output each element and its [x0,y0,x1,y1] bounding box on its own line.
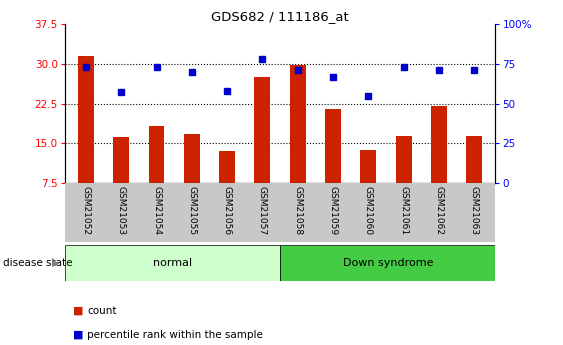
Text: GSM21056: GSM21056 [222,186,231,235]
Bar [431,106,447,183]
Text: disease state: disease state [3,258,72,268]
Bar [360,150,376,183]
Text: GSM21063: GSM21063 [470,186,479,235]
Title: GDS682 / 111186_at: GDS682 / 111186_at [211,10,349,23]
Bar [254,77,270,183]
Text: percentile rank within the sample: percentile rank within the sample [87,330,263,339]
Text: GSM21061: GSM21061 [399,186,408,235]
Text: GSM21055: GSM21055 [187,186,196,235]
Bar [149,126,164,183]
Bar [65,245,280,281]
Text: ▶: ▶ [52,258,60,268]
Bar [78,56,94,183]
Text: GSM21062: GSM21062 [435,186,444,235]
Bar [466,136,482,183]
Text: GSM21054: GSM21054 [152,186,161,235]
Bar [113,137,129,183]
Text: GSM21059: GSM21059 [329,186,338,235]
Text: normal: normal [153,258,192,268]
Bar [219,151,235,183]
Bar [184,134,200,183]
Bar [396,136,412,183]
Bar [280,245,495,281]
Text: ■: ■ [73,330,84,339]
Text: GSM21058: GSM21058 [293,186,302,235]
Text: GSM21057: GSM21057 [258,186,267,235]
Text: Down syndrome: Down syndrome [342,258,433,268]
Text: GSM21060: GSM21060 [364,186,373,235]
Text: ■: ■ [73,306,84,315]
Text: GSM21053: GSM21053 [117,186,126,235]
Bar [290,65,306,183]
Text: GSM21052: GSM21052 [82,186,91,235]
Text: count: count [87,306,117,315]
Bar [325,109,341,183]
